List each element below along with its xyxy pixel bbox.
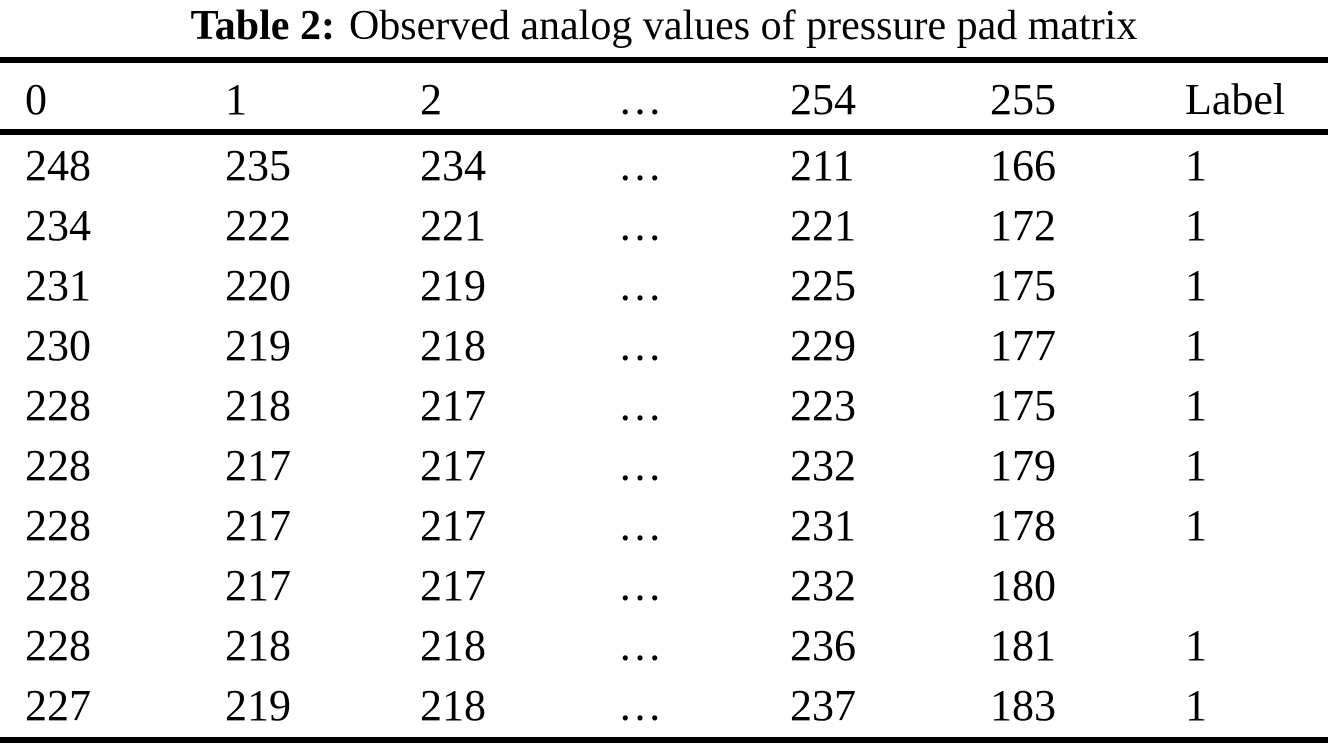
table-row: 228 217 217 … 231 178 1 [25,495,1303,555]
table-cell: 234 [25,200,91,250]
table-rule-bottom [0,737,1328,743]
table-cell: 218 [420,320,486,370]
table-cell: 248 [25,140,91,190]
table-cell: 232 [790,440,856,490]
table-cell: 229 [790,320,856,370]
table-cell: 1 [1185,140,1207,190]
table-cell: 180 [990,560,1056,610]
table-row: 228 218 217 … 223 175 1 [25,375,1303,435]
table-cell: 217 [420,560,486,610]
table-cell: … [618,200,662,250]
table-cell: 178 [990,500,1056,550]
table-body: 248 235 234 … 211 166 1 234 222 221 … 221 172 1 231 220… [25,135,1303,735]
table-cell: 231 [25,260,91,310]
pressure-pad-table: 0 1 2… 254 255 Label 248 235 234… 211 166 1 234 222 2… [25,63,1303,735]
table-cell: 225 [790,260,856,310]
column-header: … [618,74,662,124]
table-cell: 217 [420,500,486,550]
table-cell: 232 [790,560,856,610]
table-row: 227 219 218 … 237 183 1 [25,675,1303,735]
table-cell: 219 [420,260,486,310]
table-cell: 217 [225,440,291,490]
table-cell: 172 [990,200,1056,250]
table-row: 228 218 218 … 236 181 1 [25,615,1303,675]
table-cell: … [618,560,662,610]
table-cell: 218 [225,380,291,430]
table-rule-top [0,57,1328,63]
table-cell: 219 [225,680,291,730]
table-cell: 211 [790,140,855,190]
table-row: 234 222 221 … 221 172 1 [25,195,1303,255]
table-cell: 183 [990,680,1056,730]
table-cell: 1 [1185,440,1207,490]
table-cell: 1 [1185,680,1207,730]
table-cell: 221 [790,200,856,250]
table-cell: 179 [990,440,1056,490]
table-cell: 228 [25,500,91,550]
table-cell: … [618,500,662,550]
table-cell: 177 [990,320,1056,370]
table-cell: 175 [990,380,1056,430]
table-cell: 218 [420,680,486,730]
table-row: 248 235 234 … 211 166 1 [25,135,1303,195]
table-cell [1185,555,1303,615]
table-cell: 166 [990,140,1056,190]
table-cell: … [618,320,662,370]
table-row: 228 217 217 … 232 179 1 [25,435,1303,495]
table-cell: 223 [790,380,856,430]
table-cell: 228 [25,380,91,430]
table-caption: Table 2: Observed analog values of pressu… [0,0,1328,52]
table-row: 228 217 217 … 232 180 [25,555,1303,615]
table-cell: 235 [225,140,291,190]
table-cell: 217 [225,560,291,610]
table-cell: 1 [1185,500,1207,550]
table-cell: 234 [420,140,486,190]
table-cell: 227 [25,680,91,730]
table-caption-label: Table 2: [190,3,335,49]
table-cell: 219 [225,320,291,370]
table-caption-text: Observed analog values of pressure pad m… [348,3,1138,49]
table-cell: 1 [1185,320,1207,370]
table-cell: … [618,260,662,310]
table-cell: 220 [225,260,291,310]
table-cell: 230 [25,320,91,370]
table-cell: 217 [225,500,291,550]
table-row: 230 219 218 … 229 177 1 [25,315,1303,375]
column-header: 1 [225,74,247,124]
table-cell: 221 [420,200,486,250]
table-header-row: 0 1 2 … 254 255 Label [25,63,1303,135]
table-row: 231 220 219 … 225 175 1 [25,255,1303,315]
table-cell: 236 [790,620,856,670]
table-cell: … [618,140,662,190]
table-cell: … [618,440,662,490]
table-cell: 228 [25,620,91,670]
column-header: 2 [420,74,442,124]
table-cell: … [618,620,662,670]
table-cell: 1 [1185,620,1207,670]
table-cell: … [618,680,662,730]
table-cell: 1 [1185,200,1207,250]
table-cell: 1 [1185,380,1207,430]
table-cell: 1 [1185,260,1207,310]
table-cell: 218 [420,620,486,670]
table-cell: 231 [790,500,856,550]
table-cell: 228 [25,440,91,490]
table-cell: 181 [990,620,1056,670]
table-cell: 217 [420,440,486,490]
column-header: Label [1185,74,1286,124]
table-cell: 237 [790,680,856,730]
table-cell: 217 [420,380,486,430]
table-cell: 222 [225,200,291,250]
table-rule-header [0,129,1328,135]
table-cell: 175 [990,260,1056,310]
column-header: 255 [990,74,1056,124]
column-header: 0 [25,74,47,124]
table-cell: 228 [25,560,91,610]
table-cell: … [618,380,662,430]
table-cell: 218 [225,620,291,670]
column-header: 254 [790,74,856,124]
